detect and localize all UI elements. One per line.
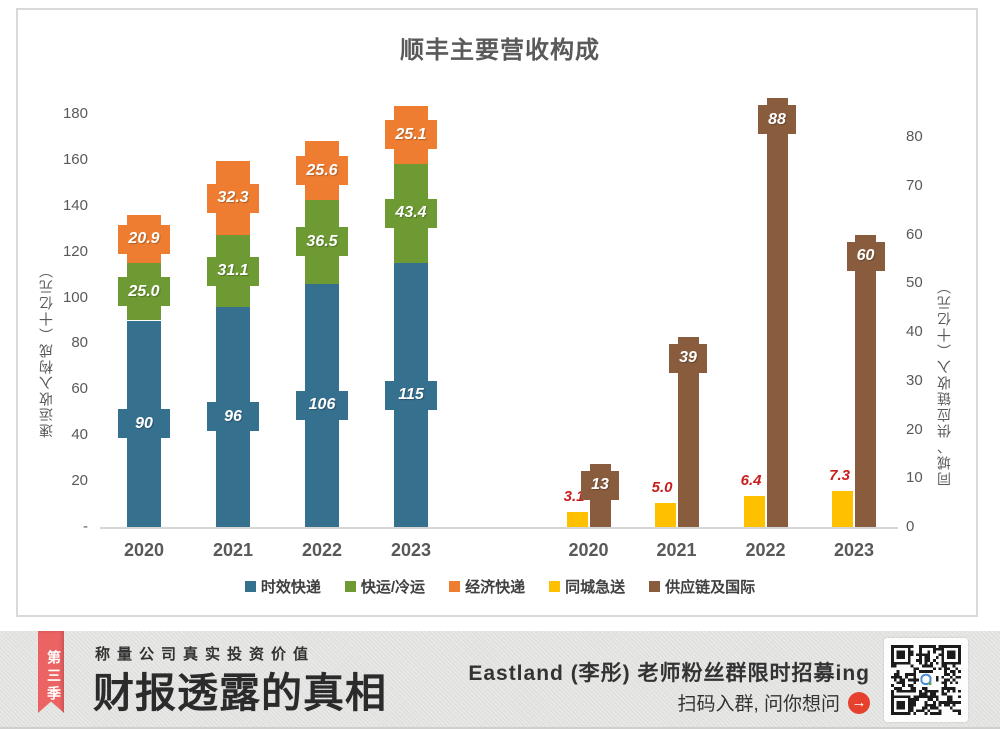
- bar-value-callout: 60: [846, 241, 885, 271]
- promo-line2-text: 扫码入群, 问你想问: [677, 694, 840, 715]
- brown-bar: [677, 336, 699, 527]
- x-axis-line: [100, 527, 898, 529]
- right-axis-tick: 40: [906, 323, 923, 340]
- bar-value-callout: 25.6: [296, 156, 348, 186]
- bar-value-callout: 31.1: [207, 256, 259, 286]
- brown-bar: [855, 234, 876, 527]
- right-axis-tick: 70: [906, 176, 923, 194]
- right-axis-tick: 50: [906, 274, 923, 292]
- left-axis-tick: 20: [71, 472, 88, 490]
- legend-swatch: [449, 581, 461, 592]
- legend-item: 快运/冷运: [344, 576, 426, 597]
- yellow-bar: [832, 491, 853, 527]
- chart-title: 顺丰主要营收构成: [400, 37, 600, 64]
- brown-bar: [766, 98, 788, 527]
- bar-value-callout: 96: [207, 402, 259, 432]
- bar-value-callout: 90: [118, 409, 170, 439]
- legend-label: 快运/冷运: [360, 579, 426, 596]
- legend-swatch: [549, 581, 561, 592]
- red-value-label: 6.4: [740, 471, 762, 489]
- legend-label: 同城急送: [565, 579, 626, 596]
- x-tick-label: 2022: [301, 540, 343, 560]
- left-axis-tick: 80: [71, 334, 88, 352]
- left-axis-tick: 40: [71, 426, 88, 444]
- bar-value-callout: 115: [385, 380, 437, 410]
- bar-value-callout: 32.3: [207, 183, 259, 213]
- qr-code: [884, 638, 968, 722]
- bar-value-callout: 25.0: [118, 277, 170, 307]
- bar-value-callout: 20.9: [118, 224, 170, 254]
- legend-item: 同城急送: [549, 576, 625, 597]
- left-axis-tick: 120: [62, 242, 88, 260]
- red-value-label: 7.3: [829, 467, 850, 485]
- left-axis-tick: 140: [62, 196, 88, 214]
- x-tick-label: 2020: [123, 540, 165, 560]
- red-value-label: 3.1: [563, 487, 585, 505]
- left-axis-tick: -: [83, 518, 88, 535]
- right-axis-tick: 0: [906, 518, 915, 535]
- arrow-right-circle-icon: →: [848, 691, 870, 714]
- bar-value-callout: 13: [581, 470, 619, 500]
- right-axis-title: 同城、供应链收入（十亿元）: [936, 278, 952, 486]
- legend-item: 经济快递: [449, 576, 525, 597]
- bar-value-callout: 25.1: [385, 120, 437, 150]
- legend-label: 供应链及国际: [665, 579, 756, 596]
- qr-pattern: [891, 645, 961, 715]
- left-axis-tick: 160: [62, 150, 88, 168]
- promo-banner: 第三季 称量公司真实投资价值 财报透露的真相 Eastland (李彤) 老师粉…: [0, 631, 1000, 729]
- x-tick-label: 2021: [212, 540, 254, 560]
- legend-label: 时效快递: [260, 579, 321, 596]
- x-tick-label: 2020: [568, 540, 609, 560]
- bar-value-callout: 88: [758, 105, 796, 134]
- legend-item: 供应链及国际: [649, 576, 755, 597]
- x-tick-label: 2022: [745, 540, 786, 560]
- yellow-bar: [566, 511, 588, 527]
- legend-label: 经济快递: [465, 579, 526, 596]
- left-axis-tick: 60: [71, 380, 88, 398]
- legend-swatch: [344, 581, 356, 592]
- x-tick-label: 2021: [656, 540, 697, 560]
- left-axis-tick: 100: [62, 288, 88, 306]
- yellow-bar: [743, 495, 765, 527]
- left-axis-tick: 180: [62, 105, 88, 122]
- legend: 时效快递 快运/冷运 经济快递 同城急送 供应链及国际: [0, 576, 1000, 597]
- bar-value-callout: 106: [296, 390, 348, 420]
- x-tick-label: 2023: [390, 540, 432, 560]
- right-axis-tick: 60: [906, 225, 923, 243]
- right-axis-tick: 80: [906, 128, 923, 145]
- banner-tagline: 称量公司真实投资价值: [95, 646, 316, 663]
- season-ribbon: 第三季: [38, 631, 64, 713]
- legend-item: 时效快递: [244, 576, 321, 597]
- promo-line2: 扫码入群, 问你想问 →: [440, 689, 870, 716]
- x-tick-label: 2023: [833, 540, 875, 560]
- bar-value-callout: 36.5: [296, 227, 348, 257]
- legend-swatch: [244, 581, 256, 592]
- right-axis-tick: 20: [906, 420, 923, 438]
- right-axis-tick: 10: [906, 469, 923, 487]
- bar-value-callout: 39: [669, 343, 707, 373]
- bar-value-callout: 43.4: [385, 198, 437, 228]
- red-value-label: 5.0: [651, 478, 673, 496]
- promo-line1: Eastland (李彤) 老师粉丝群限时招募ing: [468, 662, 870, 685]
- chart-card: [16, 8, 978, 617]
- legend-swatch: [649, 581, 661, 592]
- yellow-bar: [654, 502, 676, 527]
- banner-title: 财报透露的真相: [93, 670, 387, 716]
- right-axis-tick: 30: [906, 371, 923, 389]
